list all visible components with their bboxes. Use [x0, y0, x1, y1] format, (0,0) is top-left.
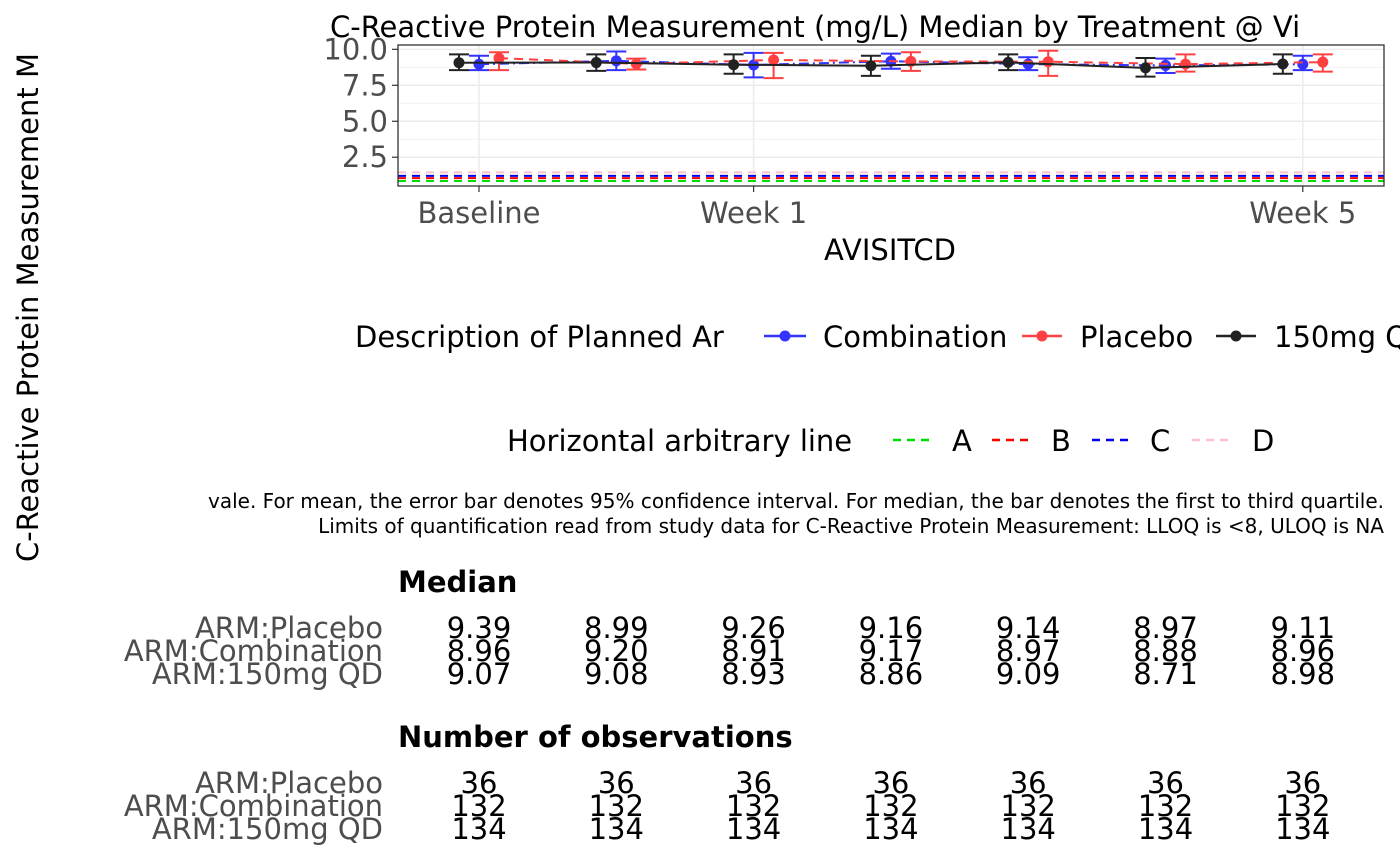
- table-cell: 36: [461, 766, 498, 800]
- point-150mg-qd: [453, 57, 465, 69]
- legend-label-150mg: 150mg Q: [1274, 320, 1400, 354]
- x-tick-label: Baseline: [418, 196, 541, 230]
- table-cell: 8.71: [1133, 657, 1198, 691]
- table-cell: 134: [863, 812, 918, 846]
- legend-label-d: D: [1252, 424, 1274, 458]
- point-150mg-qd: [865, 60, 877, 72]
- table-cell: 132: [1138, 789, 1193, 823]
- table-cell: 132: [863, 789, 918, 823]
- table-cell: 8.88: [1133, 634, 1198, 668]
- table-cell: 8.97: [996, 634, 1061, 668]
- point-150mg-qd: [590, 57, 602, 69]
- point-placebo: [1042, 56, 1054, 68]
- point-placebo: [493, 52, 505, 64]
- table-cell: 9.20: [584, 634, 649, 668]
- table-cell: 8.86: [859, 657, 924, 691]
- table-cell: 9.39: [447, 611, 512, 645]
- point-placebo: [768, 54, 780, 66]
- table-cell: 9.08: [584, 657, 649, 691]
- legend-label-b: B: [1051, 424, 1071, 458]
- x-axis-label: AVISITCD: [824, 233, 956, 267]
- table-row-label: ARM:Placebo: [195, 766, 383, 800]
- table-row-label: ARM:Combination: [124, 634, 383, 668]
- point-combination: [473, 58, 485, 70]
- y-tick-label: 10.0: [323, 32, 388, 66]
- table-cell: 8.96: [447, 634, 512, 668]
- footnote-line-1: vale. For mean, the error bar denotes 95…: [208, 489, 1384, 513]
- table-cell: 36: [1147, 766, 1184, 800]
- legend-key-placebo: [1022, 330, 1062, 342]
- point-150mg-qd: [1140, 62, 1151, 74]
- point-combination: [610, 55, 622, 67]
- table-cell: 132: [1001, 789, 1056, 823]
- table-cell: 9.11: [1271, 611, 1336, 645]
- table-cell: 36: [735, 766, 772, 800]
- table-row-label: ARM:Placebo: [195, 611, 383, 645]
- point-150mg-qd: [1277, 58, 1289, 70]
- hline-legend: Horizontal arbitrary line A B C D: [507, 424, 1274, 458]
- footnote-line-2: Limits of quantification read from study…: [318, 514, 1384, 538]
- table-cell: 9.14: [996, 611, 1061, 645]
- table-row-label: ARM:Combination: [124, 789, 383, 823]
- table-cell: 134: [1138, 812, 1193, 846]
- table-cell: 36: [1010, 766, 1047, 800]
- chart-title: C-Reactive Protein Measurement (mg/L) Me…: [330, 10, 1300, 44]
- table-cell: 8.97: [1133, 611, 1198, 645]
- table-cell: 8.91: [721, 634, 786, 668]
- y-tick-label: 7.5: [342, 68, 388, 102]
- table-cell: 8.99: [584, 611, 649, 645]
- table-cell: 9.16: [859, 611, 924, 645]
- table-cell: 132: [1275, 789, 1330, 823]
- table-cell: 9.26: [721, 611, 786, 645]
- table-row-label: ARM:150mg QD: [152, 657, 383, 691]
- table-cell: 8.98: [1271, 657, 1336, 691]
- table-title: Number of observations: [398, 720, 793, 754]
- y-tick-label: 5.0: [342, 104, 388, 138]
- table-cell: 36: [872, 766, 909, 800]
- point-placebo: [1180, 58, 1191, 70]
- legend-label-a: A: [952, 424, 972, 458]
- y-tick-label: 2.5: [342, 140, 388, 174]
- hline-legend-title: Horizontal arbitrary line: [507, 424, 852, 458]
- point-150mg-qd: [1002, 56, 1014, 68]
- table-cell: 132: [589, 789, 644, 823]
- legend-label-placebo: Placebo: [1080, 320, 1193, 354]
- table-cell: 36: [598, 766, 635, 800]
- table-cell: 134: [589, 812, 644, 846]
- table-cell: 8.96: [1271, 634, 1336, 668]
- table-row-label: ARM:150mg QD: [152, 812, 383, 846]
- y-axis-label: C-Reactive Protein Measurement M: [11, 53, 45, 562]
- legend-label-combination: Combination: [823, 320, 1007, 354]
- table-title: Median: [398, 565, 517, 599]
- table-cell: 134: [726, 812, 781, 846]
- table-cell: 9.17: [859, 634, 924, 668]
- table-cell: 9.07: [447, 657, 512, 691]
- table-cell: 132: [726, 789, 781, 823]
- plot-border: [397, 44, 1385, 187]
- table-cell: 134: [1275, 812, 1330, 846]
- point-combination: [1297, 58, 1309, 70]
- point-placebo: [1317, 56, 1329, 68]
- point-150mg-qd: [728, 59, 740, 71]
- table-cell: 132: [451, 789, 506, 823]
- table-cell: 134: [1001, 812, 1056, 846]
- legend-key-150mg: [1216, 330, 1256, 342]
- table-cell: 36: [1284, 766, 1321, 800]
- x-tick-label: Week 5: [1249, 196, 1356, 230]
- table-cell: 8.93: [721, 657, 786, 691]
- x-tick-label: Week 1: [700, 196, 807, 230]
- legend-label-c: C: [1150, 424, 1170, 458]
- point-combination: [1160, 59, 1171, 71]
- table-cell: 9.09: [996, 657, 1061, 691]
- plot-panel: 2.55.07.510.0 Baseline Week 1 Week 5: [323, 32, 1385, 230]
- arm-legend: Description of Planned Ar Combination Pl…: [355, 320, 1400, 354]
- arm-legend-title: Description of Planned Ar: [355, 320, 724, 354]
- legend-key-combination: [764, 330, 806, 342]
- table-cell: 134: [451, 812, 506, 846]
